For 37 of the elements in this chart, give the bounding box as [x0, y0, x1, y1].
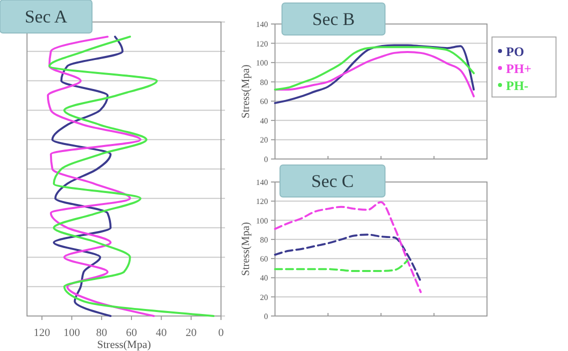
legend-label: PH+: [506, 61, 532, 76]
x-tick-label: 0: [218, 327, 224, 339]
y-tick-label: 140: [256, 20, 268, 29]
y-tick-label: 80: [260, 235, 268, 244]
y-axis-title: Stress(Mpa): [240, 222, 252, 276]
y-tick-label: 100: [256, 58, 268, 68]
x-tick-label: 80: [96, 327, 108, 339]
y-tick-label: 20: [260, 292, 268, 302]
y-tick-label: 60: [260, 97, 268, 106]
chart-title: Sec A: [24, 6, 68, 26]
x-axis-title: Stress(Mpa): [97, 339, 152, 351]
y-tick-label: 120: [256, 39, 268, 48]
y-tick-label: 40: [260, 116, 268, 126]
line-series: [274, 201, 422, 294]
y-tick-label: 120: [256, 197, 268, 206]
chart-title: Sec B: [312, 9, 355, 29]
x-tick-label: 40: [156, 327, 168, 339]
chart-title: Sec C: [311, 171, 354, 191]
x-tick-label: 120: [34, 327, 51, 339]
y-tick-label: 80: [260, 78, 268, 87]
y-axis-title: Stress(Mpa): [240, 64, 252, 118]
x-tick-label: 60: [126, 327, 138, 339]
line-series: [274, 234, 422, 283]
x-tick-label: 100: [64, 327, 81, 339]
line-series: [274, 44, 475, 104]
y-tick-label: 0: [264, 312, 268, 321]
y-tick-label: 20: [260, 136, 268, 145]
legend-label: PO: [506, 44, 524, 59]
legend-label: PH-: [506, 78, 528, 93]
y-tick-label: 60: [260, 254, 268, 264]
y-tick-label: 40: [260, 274, 268, 283]
y-tick-label: 100: [256, 216, 268, 226]
y-tick-label: 140: [256, 178, 268, 187]
line-series: [274, 46, 475, 91]
line-series: [274, 259, 408, 272]
y-tick-label: 0: [264, 155, 268, 164]
x-tick-label: 20: [186, 327, 198, 339]
